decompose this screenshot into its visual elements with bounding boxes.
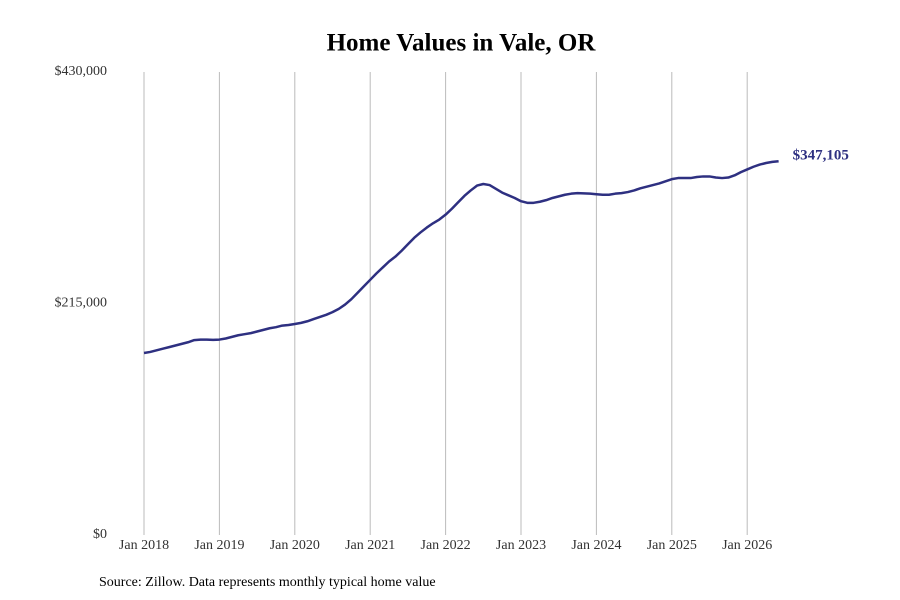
value-label: $347,105 bbox=[793, 148, 849, 164]
x-tick-label: Jan 2021 bbox=[345, 538, 395, 553]
x-tick-label: Jan 2019 bbox=[194, 538, 244, 553]
chart-title: Home Values in Vale, OR bbox=[327, 30, 597, 57]
x-tick-label: Jan 2025 bbox=[647, 538, 697, 553]
x-tick-label: Jan 2022 bbox=[421, 538, 471, 553]
x-tick-label: Jan 2026 bbox=[722, 538, 772, 553]
y-tick-label: $215,000 bbox=[55, 296, 108, 311]
x-tick-label: Jan 2018 bbox=[119, 538, 169, 553]
line-series bbox=[143, 160, 779, 355]
source-note: Source: Zillow. Data represents monthly … bbox=[99, 575, 436, 590]
x-tick-label: Jan 2023 bbox=[496, 538, 546, 553]
x-tick-label: Jan 2020 bbox=[270, 538, 320, 553]
y-tick-label: $0 bbox=[93, 527, 107, 542]
y-tick-label: $430,000 bbox=[55, 64, 108, 79]
x-tick-label: Jan 2024 bbox=[571, 538, 621, 553]
